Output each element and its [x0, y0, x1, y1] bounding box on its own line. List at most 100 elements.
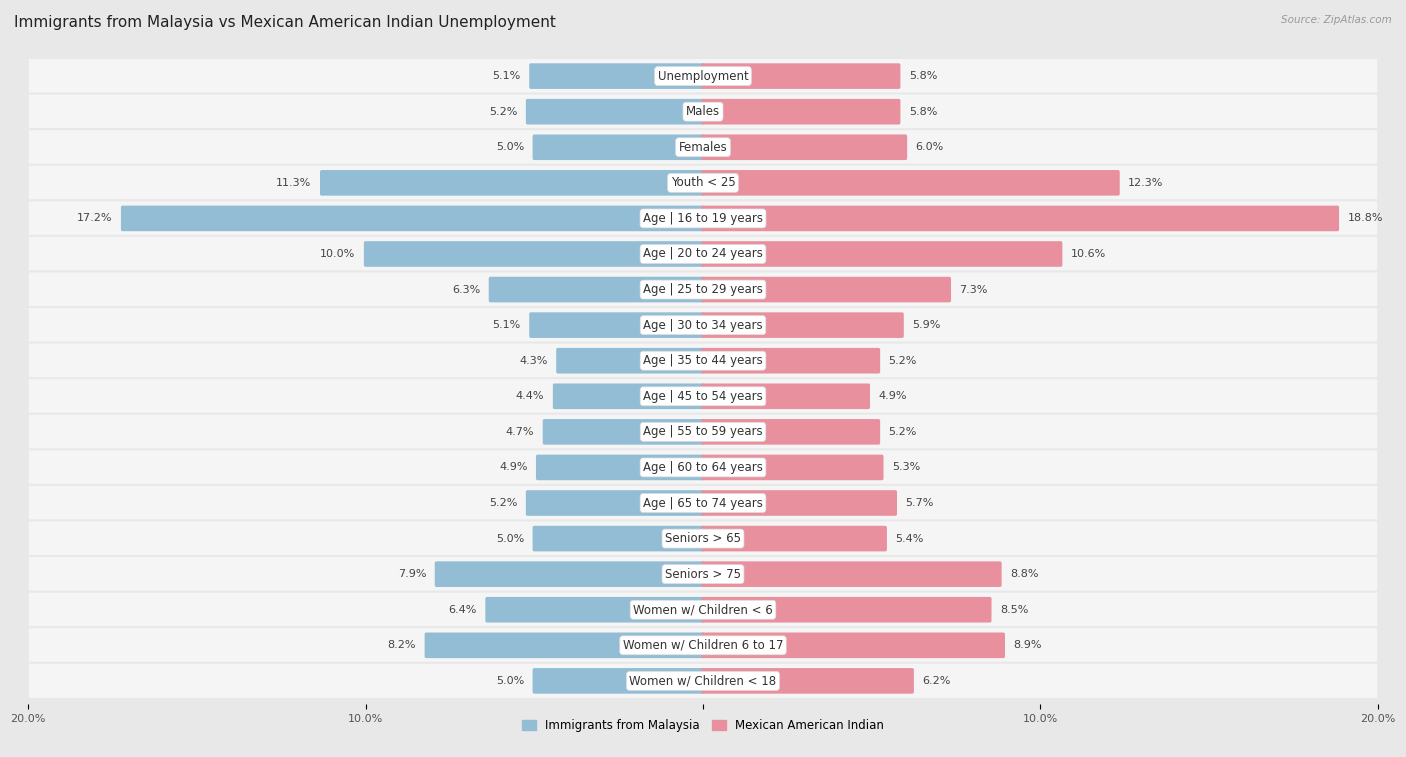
Text: Age | 20 to 24 years: Age | 20 to 24 years: [643, 248, 763, 260]
FancyBboxPatch shape: [434, 562, 704, 587]
FancyBboxPatch shape: [28, 450, 1378, 485]
FancyBboxPatch shape: [702, 526, 887, 551]
Text: 5.7%: 5.7%: [905, 498, 934, 508]
Text: Immigrants from Malaysia vs Mexican American Indian Unemployment: Immigrants from Malaysia vs Mexican Amer…: [14, 15, 555, 30]
FancyBboxPatch shape: [702, 64, 900, 89]
Text: 5.2%: 5.2%: [489, 498, 517, 508]
Text: 5.9%: 5.9%: [912, 320, 941, 330]
Text: Age | 16 to 19 years: Age | 16 to 19 years: [643, 212, 763, 225]
Text: 6.3%: 6.3%: [453, 285, 481, 294]
Text: Age | 35 to 44 years: Age | 35 to 44 years: [643, 354, 763, 367]
Text: Age | 65 to 74 years: Age | 65 to 74 years: [643, 497, 763, 509]
Text: 7.3%: 7.3%: [959, 285, 988, 294]
FancyBboxPatch shape: [28, 129, 1378, 166]
FancyBboxPatch shape: [28, 378, 1378, 414]
Text: Females: Females: [679, 141, 727, 154]
FancyBboxPatch shape: [533, 526, 704, 551]
Text: 5.1%: 5.1%: [492, 320, 520, 330]
Text: 5.1%: 5.1%: [492, 71, 520, 81]
Text: Women w/ Children < 6: Women w/ Children < 6: [633, 603, 773, 616]
FancyBboxPatch shape: [702, 597, 991, 622]
Text: 5.2%: 5.2%: [889, 427, 917, 437]
FancyBboxPatch shape: [702, 491, 897, 516]
Text: 5.8%: 5.8%: [908, 107, 938, 117]
FancyBboxPatch shape: [702, 277, 950, 302]
Text: 5.8%: 5.8%: [908, 71, 938, 81]
FancyBboxPatch shape: [702, 99, 900, 124]
FancyBboxPatch shape: [28, 521, 1378, 556]
FancyBboxPatch shape: [28, 307, 1378, 343]
Text: 5.4%: 5.4%: [896, 534, 924, 544]
Text: Seniors > 75: Seniors > 75: [665, 568, 741, 581]
FancyBboxPatch shape: [28, 165, 1378, 201]
Text: 8.8%: 8.8%: [1010, 569, 1039, 579]
FancyBboxPatch shape: [28, 485, 1378, 521]
FancyBboxPatch shape: [28, 591, 1378, 628]
FancyBboxPatch shape: [321, 170, 704, 195]
FancyBboxPatch shape: [557, 348, 704, 373]
Text: Women w/ Children 6 to 17: Women w/ Children 6 to 17: [623, 639, 783, 652]
FancyBboxPatch shape: [702, 384, 870, 409]
Text: Males: Males: [686, 105, 720, 118]
Text: 5.0%: 5.0%: [496, 142, 524, 152]
Text: 8.9%: 8.9%: [1014, 640, 1042, 650]
Text: 4.9%: 4.9%: [879, 391, 907, 401]
Text: 12.3%: 12.3%: [1128, 178, 1164, 188]
FancyBboxPatch shape: [702, 135, 907, 160]
FancyBboxPatch shape: [702, 455, 883, 480]
Text: 6.0%: 6.0%: [915, 142, 943, 152]
Text: Age | 30 to 34 years: Age | 30 to 34 years: [643, 319, 763, 332]
Text: 8.5%: 8.5%: [1000, 605, 1028, 615]
Text: 4.4%: 4.4%: [516, 391, 544, 401]
FancyBboxPatch shape: [28, 272, 1378, 307]
Legend: Immigrants from Malaysia, Mexican American Indian: Immigrants from Malaysia, Mexican Americ…: [517, 715, 889, 737]
FancyBboxPatch shape: [702, 419, 880, 444]
FancyBboxPatch shape: [28, 662, 1378, 699]
FancyBboxPatch shape: [529, 313, 704, 338]
Text: 7.9%: 7.9%: [398, 569, 426, 579]
FancyBboxPatch shape: [702, 668, 914, 693]
FancyBboxPatch shape: [702, 313, 904, 338]
FancyBboxPatch shape: [121, 206, 704, 231]
FancyBboxPatch shape: [28, 556, 1378, 592]
FancyBboxPatch shape: [526, 491, 704, 516]
Text: 17.2%: 17.2%: [77, 213, 112, 223]
FancyBboxPatch shape: [702, 562, 1001, 587]
FancyBboxPatch shape: [28, 414, 1378, 450]
Text: 18.8%: 18.8%: [1347, 213, 1384, 223]
FancyBboxPatch shape: [28, 627, 1378, 663]
FancyBboxPatch shape: [702, 170, 1119, 195]
Text: Youth < 25: Youth < 25: [671, 176, 735, 189]
Text: Unemployment: Unemployment: [658, 70, 748, 83]
Text: 5.0%: 5.0%: [496, 534, 524, 544]
FancyBboxPatch shape: [28, 201, 1378, 236]
FancyBboxPatch shape: [526, 99, 704, 124]
FancyBboxPatch shape: [543, 419, 704, 444]
Text: Age | 55 to 59 years: Age | 55 to 59 years: [643, 425, 763, 438]
FancyBboxPatch shape: [536, 455, 704, 480]
FancyBboxPatch shape: [702, 633, 1005, 658]
Text: 5.0%: 5.0%: [496, 676, 524, 686]
Text: 10.6%: 10.6%: [1071, 249, 1107, 259]
FancyBboxPatch shape: [28, 94, 1378, 130]
Text: 5.2%: 5.2%: [489, 107, 517, 117]
Text: 4.7%: 4.7%: [506, 427, 534, 437]
Text: Seniors > 65: Seniors > 65: [665, 532, 741, 545]
FancyBboxPatch shape: [485, 597, 704, 622]
Text: 11.3%: 11.3%: [277, 178, 312, 188]
Text: 8.2%: 8.2%: [388, 640, 416, 650]
FancyBboxPatch shape: [533, 135, 704, 160]
FancyBboxPatch shape: [702, 241, 1063, 266]
FancyBboxPatch shape: [529, 64, 704, 89]
Text: 10.0%: 10.0%: [321, 249, 356, 259]
Text: 5.2%: 5.2%: [889, 356, 917, 366]
Text: 4.3%: 4.3%: [519, 356, 548, 366]
FancyBboxPatch shape: [553, 384, 704, 409]
Text: Age | 45 to 54 years: Age | 45 to 54 years: [643, 390, 763, 403]
FancyBboxPatch shape: [28, 343, 1378, 378]
Text: 6.2%: 6.2%: [922, 676, 950, 686]
FancyBboxPatch shape: [702, 348, 880, 373]
Text: 6.4%: 6.4%: [449, 605, 477, 615]
FancyBboxPatch shape: [702, 206, 1339, 231]
Text: 5.3%: 5.3%: [891, 463, 920, 472]
